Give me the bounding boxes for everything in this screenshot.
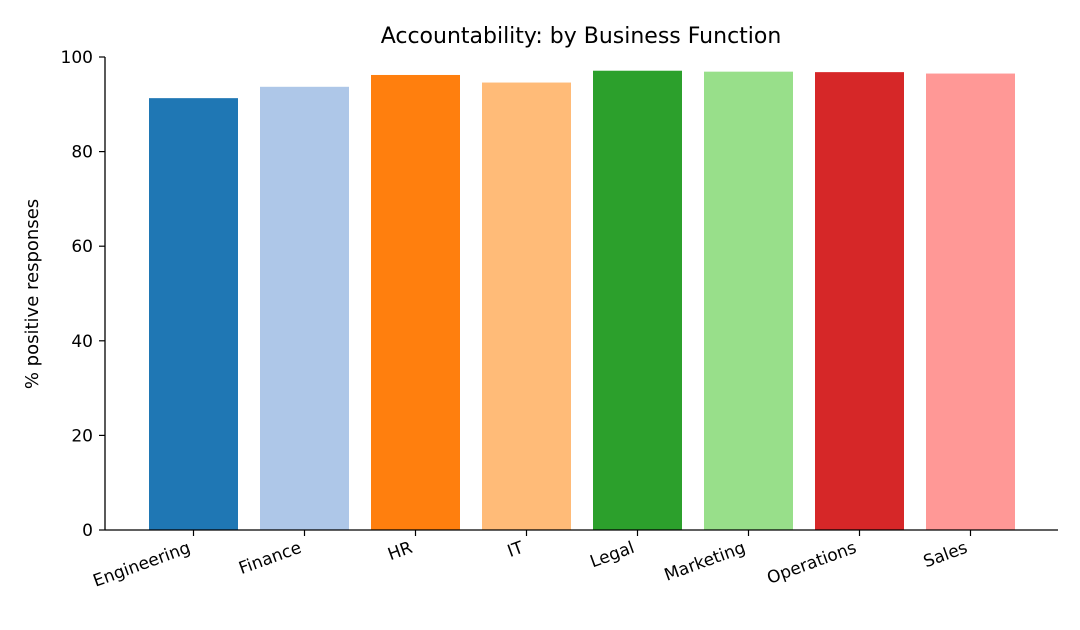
y-tick-label: 80 <box>71 143 93 163</box>
x-tick-label: Legal <box>588 538 638 572</box>
bar-it <box>482 82 571 531</box>
y-tick-label: 60 <box>71 237 93 257</box>
bar-sales <box>926 73 1015 531</box>
x-tick-label: HR <box>385 538 415 565</box>
y-tick-label: 40 <box>71 332 93 352</box>
bar-engineering <box>149 98 238 530</box>
y-tick-label: 20 <box>71 426 93 446</box>
bar-marketing <box>704 71 793 531</box>
x-tick-label: Operations <box>765 538 860 589</box>
x-tick-label: Marketing <box>662 538 748 586</box>
x-tick-label: Finance <box>236 538 304 579</box>
bar-operations <box>815 72 904 531</box>
x-tick-label: IT <box>505 538 527 562</box>
y-axis-ticks: 0 20 40 60 80 100 <box>61 48 105 541</box>
x-tick-label: Sales <box>921 538 970 572</box>
y-axis-label: % positive responses <box>22 199 43 389</box>
y-tick-label: 0 <box>82 521 93 541</box>
bar-legal <box>593 70 682 530</box>
y-tick-label: 100 <box>61 48 93 68</box>
chart-title: Accountability: by Business Function <box>381 24 782 49</box>
x-tick-label: Engineering <box>91 538 194 592</box>
x-axis-ticks: Engineering Finance HR IT Legal Marketing Oper… <box>91 530 972 592</box>
bar-hr <box>371 74 460 530</box>
bar-finance <box>260 86 349 530</box>
bars-group <box>149 70 1015 531</box>
